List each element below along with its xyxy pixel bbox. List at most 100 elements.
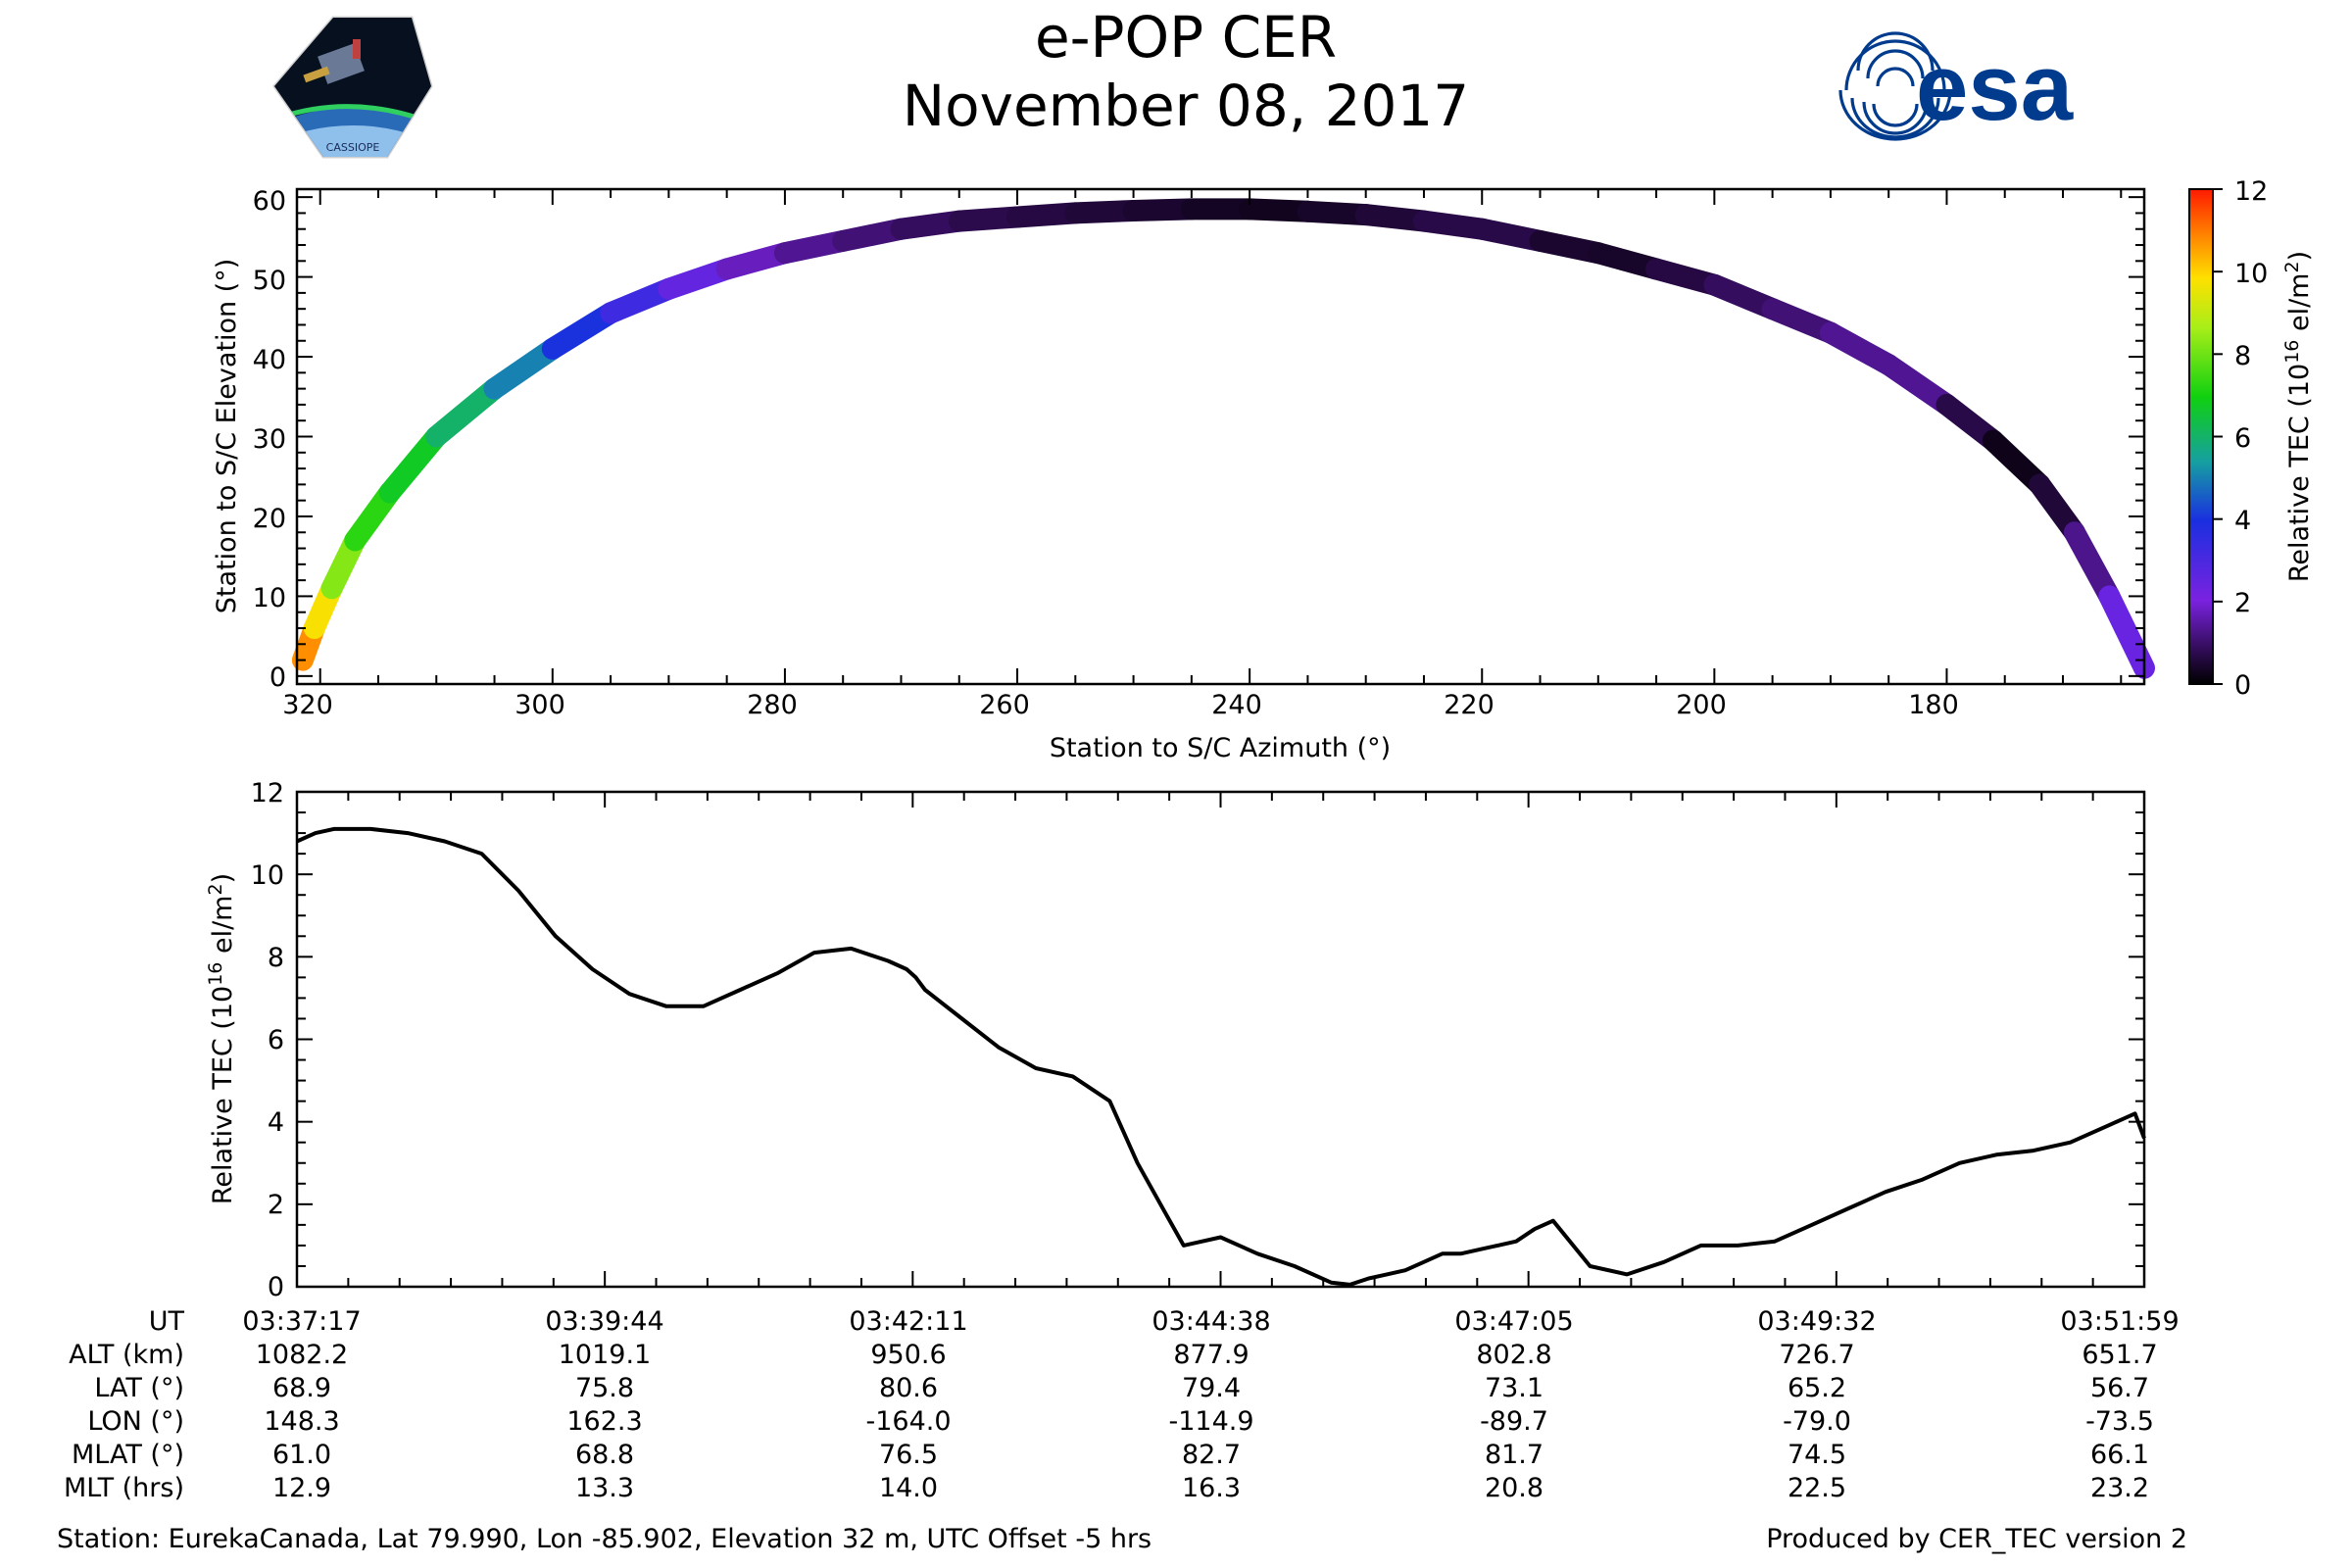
table-column: 03:42:11 950.6 80.6 -164.0 76.5 14.0 [849, 1306, 967, 1503]
bottom-y-axis-labels: 12 10 8 6 4 2 0 [251, 778, 284, 1302]
table-cell: 877.9 [1173, 1340, 1249, 1370]
track-segment [378, 425, 448, 504]
x-tick-label: 260 [979, 690, 1030, 720]
x-tick-label: 180 [1908, 690, 1959, 720]
table-cell: -89.7 [1480, 1406, 1548, 1437]
y-tick-label: 60 [253, 186, 286, 217]
cassiope-logo-text: CASSIOPE [326, 141, 380, 154]
chart-subtitle: November 08, 2017 [903, 73, 1469, 139]
table-column: 03:44:38 877.9 79.4 -114.9 82.7 16.3 [1152, 1306, 1270, 1503]
satellite-track [291, 198, 2155, 679]
table-cell: 76.5 [879, 1440, 938, 1470]
table-cell: 73.1 [1485, 1373, 1544, 1403]
table-cell: 03:39:44 [545, 1306, 663, 1337]
ephemeris-table: UT ALT (km) LAT (°) LON (°) MLAT (°) MLT… [64, 1306, 2180, 1503]
colorbar-tick-label: 2 [2234, 588, 2251, 618]
table-cell: 14.0 [879, 1473, 938, 1503]
row-label-lat: LAT (°) [94, 1373, 184, 1403]
y-tick-label: 4 [268, 1107, 284, 1138]
table-cell: 80.6 [879, 1373, 938, 1403]
table-cell: 74.5 [1788, 1440, 1846, 1470]
x-tick-label: 220 [1444, 690, 1494, 720]
table-cell: -164.0 [865, 1406, 951, 1437]
colorbar-tick-label: 12 [2234, 176, 2268, 207]
colorbar-tick-label: 8 [2234, 341, 2251, 371]
table-cell: 03:49:32 [1757, 1306, 1876, 1337]
table-cell: 79.4 [1182, 1373, 1241, 1403]
row-label-mlat: MLAT (°) [72, 1440, 184, 1470]
table-cell: 03:44:38 [1152, 1306, 1270, 1337]
table-column: 03:47:05 802.8 73.1 -89.7 81.7 20.8 [1454, 1306, 1573, 1503]
x-tick-label: 280 [747, 690, 798, 720]
table-cell: 03:42:11 [849, 1306, 967, 1337]
top-plot-frame [295, 187, 2146, 686]
produced-by: Produced by CER_TEC version 2 [1766, 1524, 2187, 1554]
y-tick-label: 6 [268, 1025, 284, 1055]
esa-logo: esa [1838, 31, 2074, 141]
table-cell: 20.8 [1485, 1473, 1544, 1503]
track-segment [2098, 585, 2155, 679]
y-tick-label: 0 [270, 662, 286, 693]
colorbar-gradient [2188, 188, 2214, 685]
table-column: 03:49:32 726.7 65.2 -79.0 74.5 22.5 [1757, 1306, 1876, 1503]
table-column: 03:51:59 651.7 56.7 -73.5 66.1 23.2 [2060, 1306, 2179, 1503]
table-cell: -73.5 [2085, 1406, 2154, 1437]
top-x-axis-labels: 320 300 280 260 240 220 200 180 [282, 690, 1959, 720]
colorbar-tick-label: 0 [2234, 670, 2251, 701]
y-tick-label: 12 [251, 778, 284, 808]
esa-logo-text: esa [1916, 35, 2074, 140]
colorbar-label: Relative TEC (1016 el/m2) [2281, 251, 2315, 582]
station-info: Station: EurekaCanada, Lat 79.990, Lon -… [57, 1524, 1152, 1554]
table-cell: 1082.2 [256, 1340, 348, 1370]
table-cell: 61.0 [272, 1440, 331, 1470]
elevation-azimuth-plot: 60 50 40 30 20 10 0 320 300 280 260 240 … [212, 186, 2155, 763]
track-segment [2063, 521, 2121, 608]
colorbar-tick-label: 10 [2234, 259, 2268, 289]
track-segment [1819, 321, 1900, 376]
table-cell: 12.9 [272, 1473, 331, 1503]
table-cell: 148.3 [264, 1406, 339, 1437]
y-tick-label: 8 [268, 943, 284, 973]
y-tick-label: 20 [253, 504, 286, 534]
table-cell: 68.9 [272, 1373, 331, 1403]
bottom-plot-frame [295, 790, 2146, 1289]
colorbar-ticks [2213, 188, 2223, 685]
table-column: 03:37:17 1082.2 68.9 148.3 61.0 12.9 [242, 1306, 361, 1503]
table-cell: 03:47:05 [1454, 1306, 1573, 1337]
x-tick-label: 240 [1211, 690, 1262, 720]
cassiope-satellite-logo: CASSIOPE [272, 16, 433, 159]
y-tick-label: 10 [251, 860, 284, 891]
bottom-plot-ticks [296, 791, 2145, 1288]
table-cell: 23.2 [2090, 1473, 2149, 1503]
track-segment [541, 302, 622, 360]
y-tick-label: 50 [253, 266, 286, 296]
table-cell: 75.8 [575, 1373, 634, 1403]
top-y-axis-labels: 60 50 40 30 20 10 0 [253, 186, 286, 693]
table-cell: 651.7 [2082, 1340, 2157, 1370]
table-cell: 22.5 [1788, 1473, 1846, 1503]
table-cell: 82.7 [1182, 1440, 1241, 1470]
tec-series-line [296, 826, 2146, 1287]
x-tick-label: 200 [1676, 690, 1727, 720]
y-tick-label: 30 [253, 424, 286, 455]
y-tick-label: 10 [253, 583, 286, 613]
row-label-ut: UT [149, 1306, 185, 1337]
track-segment [483, 337, 564, 400]
row-label-alt: ALT (km) [69, 1340, 184, 1370]
top-plot-ticks [297, 189, 2144, 684]
table-column: 03:39:44 1019.1 75.8 162.3 68.8 13.3 [545, 1306, 663, 1503]
row-label-mlt: MLT (hrs) [64, 1473, 184, 1503]
y-tick-label: 40 [253, 345, 286, 375]
table-cell: -114.9 [1168, 1406, 1253, 1437]
table-cell: 03:51:59 [2060, 1306, 2179, 1337]
table-cell: 65.2 [1788, 1373, 1846, 1403]
y-axis-label: Station to S/C Elevation (°) [212, 259, 242, 614]
colorbar: 12 10 8 6 4 2 0 Relative TEC (1016 el/m2… [2188, 176, 2315, 701]
track-segment [1878, 354, 1958, 416]
table-cell: 162.3 [566, 1406, 642, 1437]
chart-title: e-POP CER [1035, 4, 1337, 71]
x-axis-label: Station to S/C Azimuth (°) [1050, 733, 1391, 763]
bottom-y-axis-label: Relative TEC (1016 el/m2) [205, 873, 238, 1204]
table-cell: 802.8 [1476, 1340, 1551, 1370]
